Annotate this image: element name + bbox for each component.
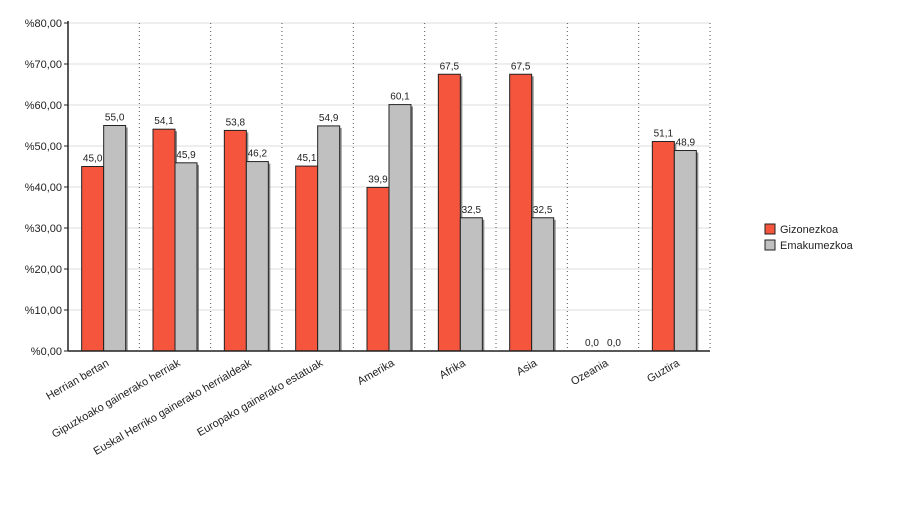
data-label: 46,2 bbox=[248, 149, 268, 160]
y-tick-label: %80,00 bbox=[25, 18, 62, 30]
data-label: 54,1 bbox=[154, 116, 174, 127]
bar bbox=[81, 166, 105, 352]
data-label: 0,0 bbox=[585, 338, 599, 349]
bar bbox=[673, 150, 697, 352]
y-tick-label: %30,00 bbox=[25, 223, 62, 235]
legend-swatch bbox=[764, 239, 776, 251]
data-label: 67,5 bbox=[511, 61, 531, 72]
legend: Gizonezkoa Emakumezkoa bbox=[764, 223, 854, 252]
bar bbox=[531, 217, 555, 352]
category-label: Amerika bbox=[356, 357, 398, 388]
y-tick-label: %70,00 bbox=[25, 59, 62, 71]
category-label: Gipuzkoako gainerako herriak bbox=[50, 357, 183, 441]
bar bbox=[174, 162, 198, 352]
y-tick-label: %40,00 bbox=[25, 182, 62, 194]
category-label: Asia bbox=[515, 357, 540, 379]
bar bbox=[388, 104, 412, 352]
y-tick-label: %0,00 bbox=[31, 346, 62, 358]
y-tick-label: %20,00 bbox=[25, 264, 62, 276]
data-label: 32,5 bbox=[462, 205, 482, 216]
bar bbox=[366, 186, 390, 352]
axes bbox=[67, 21, 710, 352]
bar bbox=[509, 73, 533, 352]
y-tick-label: %50,00 bbox=[25, 141, 62, 153]
bar bbox=[317, 125, 341, 352]
y-axis-ticks: %0,00 %10,00 %20,00 %30,00 %40,00 %50,00 %60,0… bbox=[25, 18, 68, 358]
data-label: 67,5 bbox=[440, 61, 460, 72]
bar bbox=[295, 165, 319, 352]
legend-label: Gizonezkoa bbox=[780, 224, 839, 236]
bar bbox=[651, 140, 675, 352]
data-label: 45,9 bbox=[176, 150, 196, 161]
category-label: Guztira bbox=[645, 357, 682, 386]
data-label: 53,8 bbox=[226, 117, 246, 128]
data-label: 48,9 bbox=[676, 138, 696, 149]
legend-swatch bbox=[764, 223, 776, 235]
bar bbox=[245, 161, 269, 352]
data-label: 32,5 bbox=[533, 205, 553, 216]
bar bbox=[459, 217, 483, 352]
category-label: Ozeania bbox=[569, 357, 611, 388]
data-label: 55,0 bbox=[105, 113, 125, 124]
category-label: Afrika bbox=[437, 357, 468, 382]
bar bbox=[437, 73, 461, 352]
bar bbox=[223, 129, 247, 352]
data-label: 45,1 bbox=[297, 153, 317, 164]
data-label: 0,0 bbox=[607, 338, 621, 349]
bar bbox=[152, 128, 176, 352]
data-label: 45,0 bbox=[83, 154, 103, 165]
data-label: 54,9 bbox=[319, 113, 339, 124]
data-label: 60,1 bbox=[390, 92, 410, 103]
bar bbox=[103, 125, 127, 352]
y-tick-label: %60,00 bbox=[25, 100, 62, 112]
bars: 45,0 55,0 54,1 45,9 53,8 46,2 45,1 54,9 39,9 60,1… bbox=[81, 61, 699, 352]
data-label: 51,1 bbox=[654, 128, 674, 139]
data-label: 39,9 bbox=[368, 174, 388, 185]
category-label: Herrian bertan bbox=[44, 357, 111, 403]
category-label: Europako gainerako estatuak bbox=[195, 357, 325, 439]
y-tick-label: %10,00 bbox=[25, 305, 62, 317]
legend-label: Emakumezkoa bbox=[780, 240, 854, 252]
